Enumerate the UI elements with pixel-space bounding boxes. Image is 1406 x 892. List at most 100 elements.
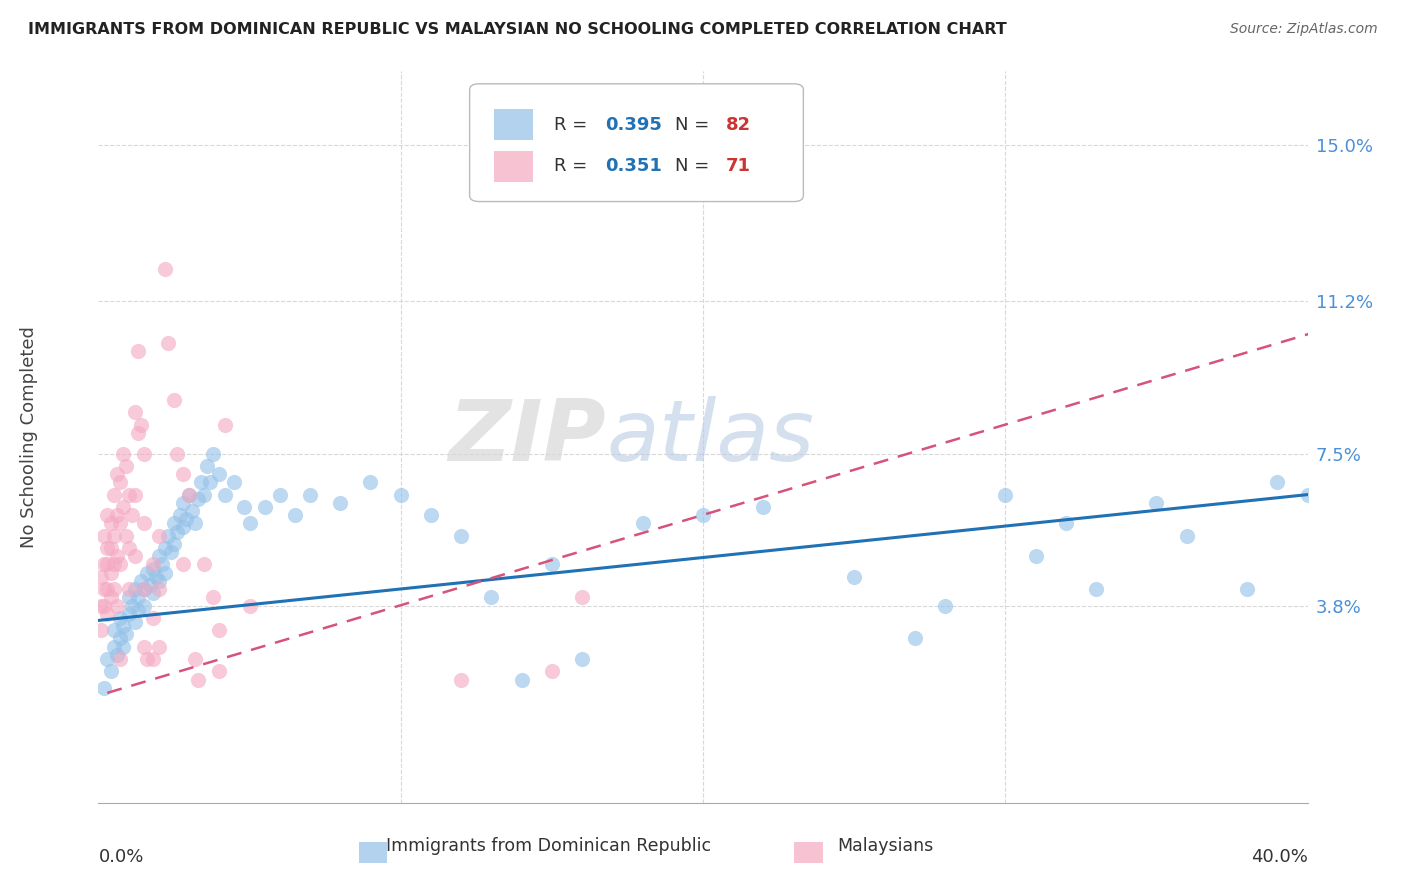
Point — [114, 529, 136, 543]
Text: Source: ZipAtlas.com: Source: ZipAtlas.com — [1230, 22, 1378, 37]
Point — [904, 632, 927, 646]
Point — [184, 652, 207, 666]
Point — [93, 599, 115, 613]
Point — [96, 558, 118, 572]
Point — [105, 648, 128, 662]
Point — [118, 541, 141, 555]
Bar — [359, 842, 387, 863]
Point — [571, 652, 593, 666]
Point — [224, 475, 246, 490]
Point — [160, 545, 183, 559]
Point — [108, 652, 131, 666]
Point — [139, 578, 162, 592]
Point — [111, 446, 134, 460]
Point — [540, 558, 562, 572]
Point — [96, 508, 118, 523]
Point — [103, 529, 125, 543]
Point — [129, 574, 152, 588]
Point — [692, 508, 714, 523]
Point — [105, 549, 128, 564]
Point — [142, 561, 165, 575]
Point — [108, 516, 131, 531]
Text: Immigrants from Dominican Republic: Immigrants from Dominican Republic — [385, 837, 711, 855]
Point — [193, 558, 215, 572]
Bar — [794, 842, 823, 863]
Point — [184, 516, 207, 531]
Point — [214, 417, 236, 432]
Point — [132, 446, 155, 460]
Point — [111, 619, 134, 633]
Point — [844, 570, 866, 584]
Point — [124, 615, 146, 629]
Point — [96, 582, 118, 596]
Point — [100, 566, 122, 580]
Point — [142, 558, 165, 572]
Point — [93, 582, 115, 596]
Point — [208, 665, 231, 679]
Text: ZIP: ZIP — [449, 395, 606, 479]
Point — [114, 627, 136, 641]
Point — [90, 570, 112, 584]
Point — [132, 640, 155, 654]
Point — [132, 582, 155, 596]
Point — [96, 652, 118, 666]
Point — [253, 500, 276, 514]
Point — [127, 343, 149, 358]
Text: 40.0%: 40.0% — [1251, 848, 1308, 866]
Point — [202, 591, 225, 605]
Point — [284, 508, 307, 523]
Point — [100, 591, 122, 605]
Point — [135, 566, 157, 580]
Point — [150, 558, 173, 572]
Text: No Schooling Completed: No Schooling Completed — [20, 326, 38, 548]
Point — [90, 624, 112, 638]
Point — [90, 599, 112, 613]
Point — [118, 591, 141, 605]
Point — [450, 529, 472, 543]
Text: N =: N = — [675, 116, 716, 134]
Point — [100, 541, 122, 555]
Point — [127, 602, 149, 616]
Point — [132, 582, 155, 596]
Point — [103, 487, 125, 501]
Point — [166, 524, 188, 539]
Point — [172, 467, 194, 481]
FancyBboxPatch shape — [470, 84, 803, 202]
Text: R =: R = — [554, 116, 593, 134]
Point — [174, 512, 197, 526]
Point — [108, 558, 131, 572]
Point — [132, 516, 155, 531]
Bar — [494, 151, 533, 182]
Point — [179, 487, 201, 501]
Point — [148, 549, 170, 564]
Text: R =: R = — [554, 158, 593, 176]
Point — [195, 458, 218, 473]
Point — [752, 500, 775, 514]
Point — [105, 508, 128, 523]
Point — [153, 566, 176, 580]
Point — [124, 549, 146, 564]
Point — [200, 475, 222, 490]
Point — [163, 393, 186, 408]
Point — [239, 516, 262, 531]
Point — [1296, 487, 1319, 501]
Point — [1024, 549, 1046, 564]
Point — [127, 425, 149, 440]
Point — [163, 516, 186, 531]
Point — [187, 491, 209, 506]
Point — [420, 508, 443, 523]
Point — [329, 496, 352, 510]
Text: IMMIGRANTS FROM DOMINICAN REPUBLIC VS MALAYSIAN NO SCHOOLING COMPLETED CORRELATI: IMMIGRANTS FROM DOMINICAN REPUBLIC VS MA… — [28, 22, 1007, 37]
Point — [148, 640, 170, 654]
Text: 82: 82 — [725, 116, 751, 134]
Point — [190, 475, 212, 490]
Point — [172, 496, 194, 510]
Text: Malaysians: Malaysians — [838, 837, 934, 855]
Text: N =: N = — [675, 158, 716, 176]
Point — [148, 582, 170, 596]
Point — [124, 405, 146, 419]
Point — [103, 582, 125, 596]
Point — [108, 611, 131, 625]
Point — [153, 261, 176, 276]
Point — [142, 586, 165, 600]
